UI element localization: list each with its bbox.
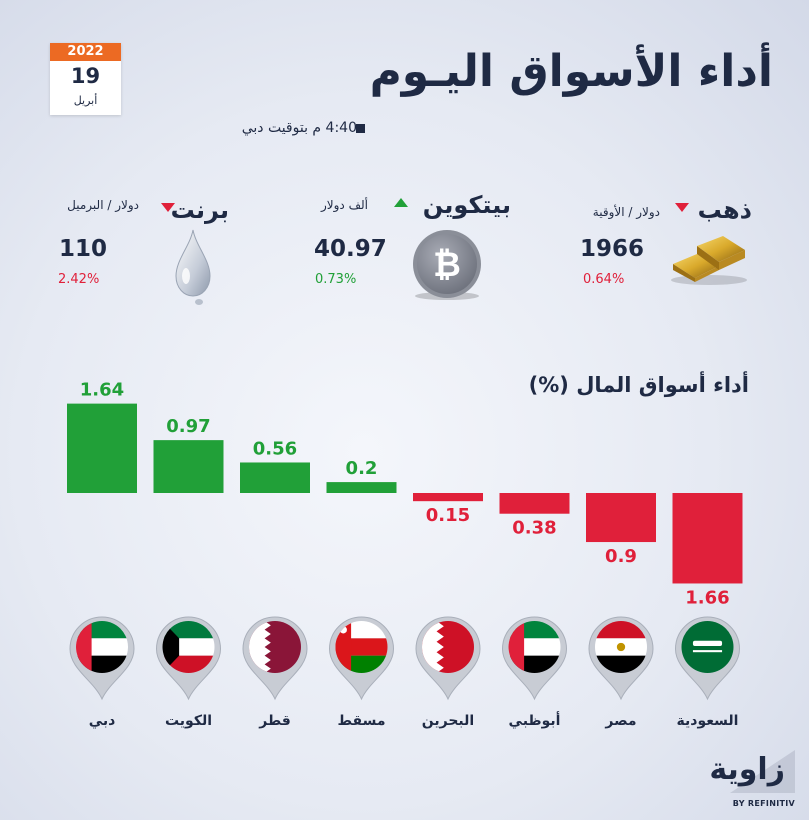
bar-value-label-3: 0.2 — [346, 458, 378, 479]
svg-text:₿: ₿ — [433, 245, 461, 285]
bar-6 — [586, 493, 656, 543]
map-pin-egypt-flag-icon — [588, 616, 654, 701]
gold-name: ذهب — [697, 196, 752, 224]
brent-value: 110 — [59, 236, 108, 262]
date-year: 2022 — [50, 43, 121, 61]
bitcoin-change: 0.73% — [315, 272, 357, 287]
bar-0 — [67, 403, 137, 493]
bar-value-label-7: 1.66 — [685, 587, 729, 608]
bar-value-label-5: 0.38 — [512, 518, 556, 539]
bar-4 — [413, 493, 483, 502]
time-note: 4:40 م بتوقيت دبي — [241, 120, 357, 136]
map-pin-bahrain-flag-icon — [415, 616, 481, 701]
category-label-0: دبي — [89, 713, 116, 729]
oil-drop-icon — [175, 229, 211, 305]
category-label-2: قطر — [258, 713, 291, 729]
brand-logo: زاوية — [709, 752, 785, 787]
brent-unit: دولار / البرميل — [67, 198, 139, 212]
brent-down-arrow-icon — [161, 203, 175, 212]
category-label-6: مصر — [604, 713, 636, 729]
bullet-square-icon — [356, 124, 365, 133]
gold-unit: دولار / الأوقية — [592, 205, 660, 219]
page-title: أداء الأسواق اليـوم — [369, 46, 773, 97]
gold-bars-icon — [671, 236, 747, 285]
bitcoin-up-arrow-icon — [394, 198, 408, 207]
bar-2 — [240, 462, 310, 493]
brand-tagline: BY REFINITIV — [732, 799, 795, 808]
date-month: أبريل — [73, 94, 98, 107]
gold-change: 0.64% — [583, 272, 625, 287]
bitcoin-unit: ألف دولار — [320, 198, 368, 212]
category-label-5: أبوظبي — [509, 711, 561, 729]
category-label-7: السعودية — [677, 713, 739, 729]
chart-title: أداء أسواق المال (%) — [528, 373, 749, 397]
map-pin-qatar-flag-icon — [242, 616, 308, 701]
bar-7 — [672, 493, 743, 584]
brent-change: 2.42% — [58, 272, 100, 287]
gold-value: 1966 — [580, 236, 645, 262]
bar-value-label-1: 0.97 — [166, 416, 210, 437]
map-pin-saudi-flag-icon — [674, 616, 741, 701]
logo-stripe-icon — [730, 750, 795, 793]
map-pin-uae-flag-icon — [69, 616, 135, 701]
bitcoin-value: 40.97 — [314, 236, 387, 262]
bar-1 — [153, 440, 224, 493]
map-pin-uae-flag-icon — [501, 616, 568, 701]
bitcoin-name: بيتكوين — [422, 191, 511, 219]
bitcoin-coin-icon: ₿ — [413, 230, 481, 300]
bar-value-label-4: 0.15 — [426, 505, 470, 526]
date-badge: 2022 19 أبريل — [50, 43, 121, 115]
category-label-4: البحرين — [422, 713, 474, 729]
bar-value-label-2: 0.56 — [253, 438, 297, 459]
map-pin-oman-flag-icon — [328, 616, 395, 701]
gold-down-arrow-icon — [675, 203, 689, 212]
bar-5 — [499, 493, 570, 514]
date-day: 19 — [70, 64, 101, 88]
map-pin-kuwait-flag-icon — [155, 616, 222, 701]
bar-value-label-6: 0.9 — [605, 546, 637, 567]
category-label-3: مسقط — [338, 713, 386, 729]
brent-name: برنت — [170, 196, 229, 224]
market-performance-chart: 1.64 دبي 0.97 الكويت 0.56 قطر 0.2 مسقط 0.15 البحر… — [67, 380, 743, 729]
bar-value-label-0: 1.64 — [80, 380, 124, 401]
bar-3 — [326, 482, 397, 493]
category-label-1: الكويت — [165, 713, 212, 729]
